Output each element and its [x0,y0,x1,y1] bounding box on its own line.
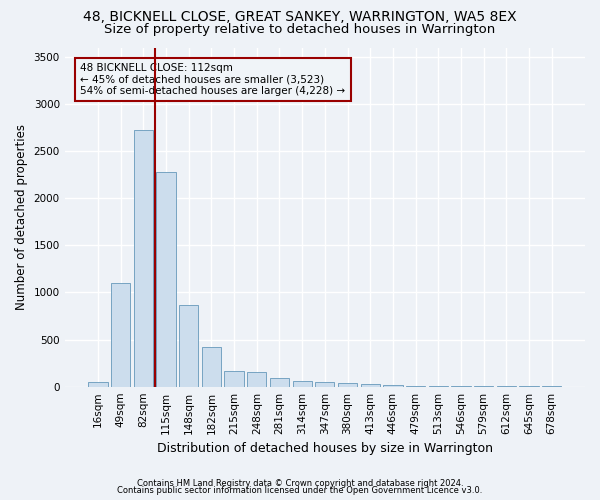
Bar [157,172,176,386]
Bar [361,384,380,386]
Text: Size of property relative to detached houses in Warrington: Size of property relative to detached ho… [104,22,496,36]
Bar [179,304,199,386]
Bar [270,378,289,386]
Y-axis label: Number of detached properties: Number of detached properties [15,124,28,310]
Bar [338,383,357,386]
Text: Contains public sector information licensed under the Open Government Licence v3: Contains public sector information licen… [118,486,482,495]
Bar [111,283,130,387]
Bar [383,385,403,386]
Text: 48, BICKNELL CLOSE, GREAT SANKEY, WARRINGTON, WA5 8EX: 48, BICKNELL CLOSE, GREAT SANKEY, WARRIN… [83,10,517,24]
Text: 48 BICKNELL CLOSE: 112sqm
← 45% of detached houses are smaller (3,523)
54% of se: 48 BICKNELL CLOSE: 112sqm ← 45% of detac… [80,63,346,96]
Bar [88,382,107,386]
Bar [134,130,153,386]
X-axis label: Distribution of detached houses by size in Warrington: Distribution of detached houses by size … [157,442,493,455]
Bar [293,381,312,386]
Bar [224,370,244,386]
Bar [315,382,334,386]
Bar [202,347,221,387]
Bar [247,372,266,386]
Text: Contains HM Land Registry data © Crown copyright and database right 2024.: Contains HM Land Registry data © Crown c… [137,478,463,488]
